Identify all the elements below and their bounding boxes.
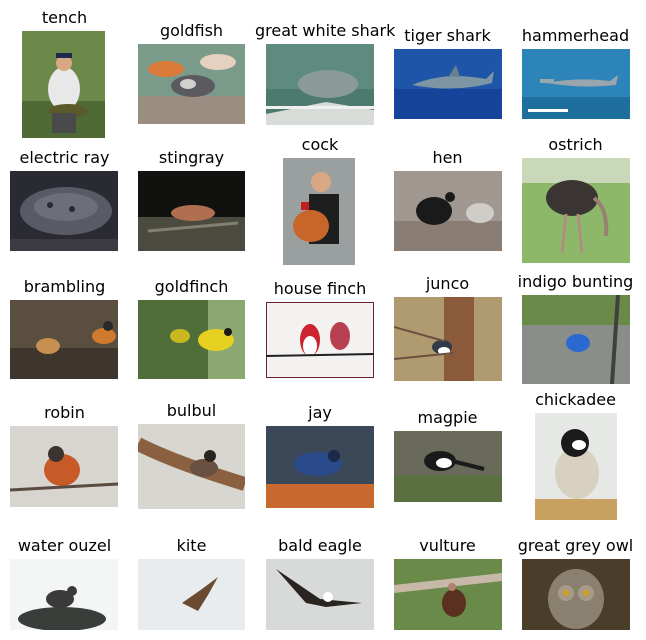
thumb-goldfish [138,44,245,124]
label-tench: tench [41,8,88,27]
label-great-white-shark: great white shark [255,21,396,40]
label-house-finch: house finch [273,279,367,298]
label-electric-ray: electric ray [19,148,110,167]
label-water-ouzel: water ouzel [17,536,112,555]
thumb-electric-ray [10,171,118,251]
thumb-robin [10,426,118,507]
label-kite: kite [176,536,207,555]
thumb-house-finch [266,302,374,378]
label-great-grey-owl: great grey owl [517,536,634,555]
label-bulbul: bulbul [166,401,217,420]
label-jay: jay [308,403,332,422]
label-goldfish: goldfish [159,21,224,40]
thumb-indigo-bunting [522,295,630,384]
label-magpie: magpie [417,408,478,427]
label-hammerhead: hammerhead [521,26,630,45]
thumb-chickadee [535,413,617,520]
label-cock: cock [301,135,339,154]
label-ostrich: ostrich [548,135,603,154]
thumb-brambling [10,300,118,379]
thumb-tiger-shark [394,49,502,119]
label-robin: robin [44,403,85,422]
thumb-bald-eagle [266,559,374,630]
thumb-goldfinch [138,300,245,379]
thumb-jay [266,426,374,508]
thumb-magpie [394,431,502,502]
thumb-kite [138,559,245,630]
thumb-great-grey-owl [522,559,630,630]
label-tiger-shark: tiger shark [404,26,491,45]
label-vulture: vulture [419,536,476,555]
thumb-tench [22,31,105,138]
label-goldfinch: goldfinch [154,277,229,296]
label-junco: junco [425,274,470,293]
label-bald-eagle: bald eagle [278,536,362,555]
label-hen: hen [432,148,463,167]
label-brambling: brambling [23,277,106,296]
thumb-hammerhead [522,49,630,119]
thumb-stingray [138,171,245,251]
thumb-vulture [394,559,502,630]
thumb-bulbul [138,424,245,509]
thumb-water-ouzel [10,559,118,630]
label-stingray: stingray [158,148,225,167]
thumb-junco [394,297,502,381]
label-indigo-bunting: indigo bunting [517,272,634,291]
thumb-hen [394,171,502,251]
thumb-cock [283,158,355,265]
thumb-great-white-shark [266,44,374,125]
thumb-ostrich [522,158,630,263]
label-chickadee: chickadee [535,390,616,409]
